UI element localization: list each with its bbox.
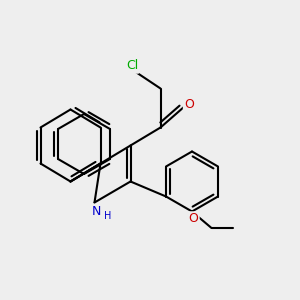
Text: O: O [189,212,198,226]
Text: N: N [91,205,101,218]
Text: H: H [104,211,112,221]
Text: O: O [184,98,194,112]
Text: Cl: Cl [126,59,138,73]
